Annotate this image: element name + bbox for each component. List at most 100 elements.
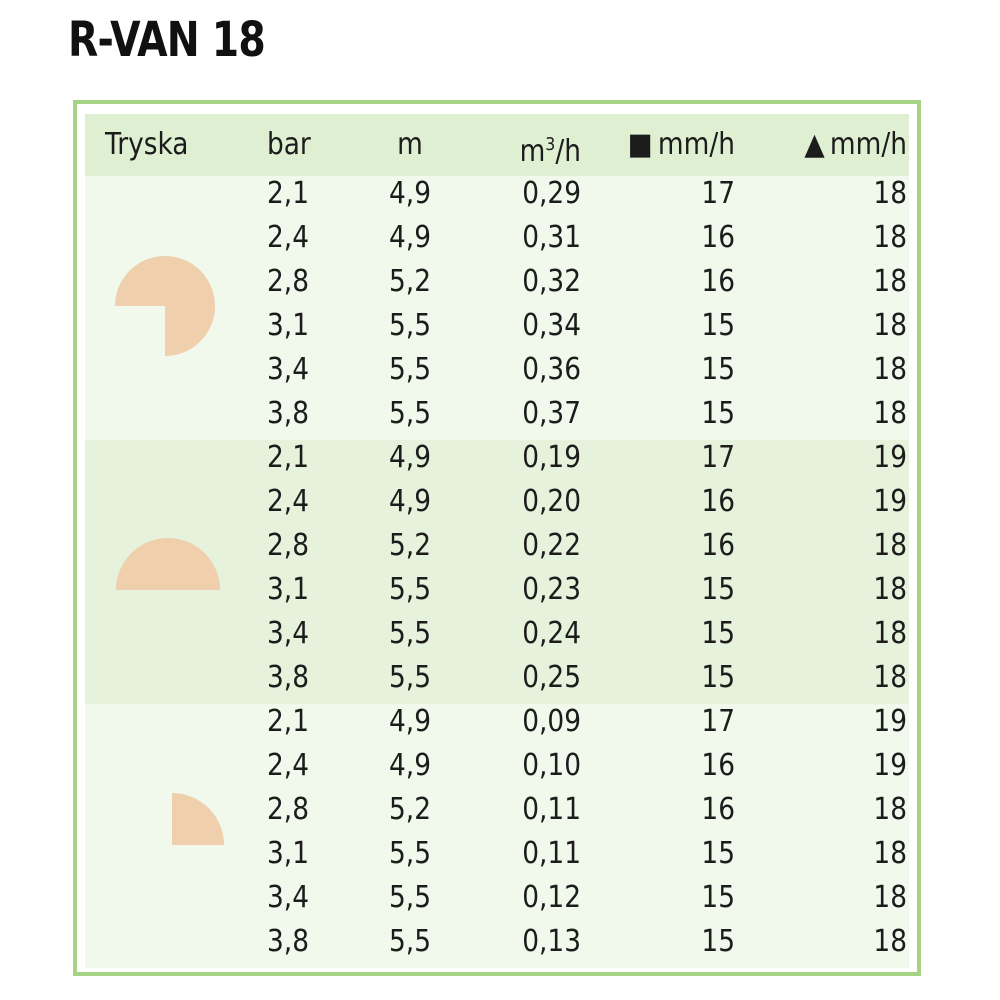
cell-square-precip: 15 <box>701 396 735 431</box>
cell-bar: 3,4 <box>267 352 309 387</box>
cell-radius: 4,9 <box>389 220 431 255</box>
cell-square-precip: 15 <box>701 880 735 915</box>
cell-square-precip: 17 <box>701 704 735 739</box>
cell-flow: 0,29 <box>522 176 581 211</box>
cell-triangle-precip: 18 <box>873 660 907 695</box>
header-flow-tail: /h <box>555 134 581 169</box>
cell-flow: 0,22 <box>522 528 581 563</box>
cell-bar: 2,1 <box>267 176 309 211</box>
cell-triangle-precip: 19 <box>873 484 907 519</box>
cell-bar: 3,1 <box>267 836 309 871</box>
cell-radius: 5,5 <box>389 308 431 343</box>
cell-square-precip: 15 <box>701 352 735 387</box>
cell-triangle-precip: 18 <box>873 176 907 211</box>
half-circle-icon <box>113 536 223 594</box>
header-flow-base: m <box>519 134 546 169</box>
cell-bar: 2,1 <box>267 440 309 475</box>
cell-square-precip: 15 <box>701 572 735 607</box>
cell-triangle-precip: 19 <box>873 748 907 783</box>
header-square-precip: ■ mm/h <box>603 123 735 167</box>
cell-flow: 0,12 <box>522 880 581 915</box>
triangle-icon: ▲ <box>804 127 825 162</box>
cell-bar: 3,8 <box>267 660 309 695</box>
cell-triangle-precip: 18 <box>873 528 907 563</box>
header-square-unit: mm/h <box>657 127 735 162</box>
cell-square-precip: 15 <box>701 308 735 343</box>
three-quarter-circle-icon <box>109 250 221 362</box>
cell-radius: 5,5 <box>389 616 431 651</box>
cell-bar: 3,1 <box>267 308 309 343</box>
header-radius: m <box>397 127 423 162</box>
cell-flow: 0,20 <box>522 484 581 519</box>
cell-bar: 2,8 <box>267 792 309 827</box>
cell-square-precip: 16 <box>701 792 735 827</box>
cell-triangle-precip: 18 <box>873 792 907 827</box>
cell-square-precip: 15 <box>701 660 735 695</box>
cell-triangle-precip: 18 <box>873 616 907 651</box>
cell-flow: 0,31 <box>522 220 581 255</box>
cell-radius: 5,5 <box>389 396 431 431</box>
cell-radius: 4,9 <box>389 484 431 519</box>
cell-flow: 0,19 <box>522 440 581 475</box>
cell-radius: 4,9 <box>389 440 431 475</box>
cell-radius: 5,2 <box>389 792 431 827</box>
cell-bar: 3,8 <box>267 924 309 959</box>
cell-radius: 5,2 <box>389 264 431 299</box>
cell-bar: 2,8 <box>267 264 309 299</box>
cell-triangle-precip: 18 <box>873 880 907 915</box>
cell-triangle-precip: 18 <box>873 264 907 299</box>
page-title: R-VAN 18 <box>68 12 266 68</box>
cell-triangle-precip: 18 <box>873 572 907 607</box>
cell-triangle-precip: 18 <box>873 308 907 343</box>
cell-radius: 5,5 <box>389 880 431 915</box>
cell-square-precip: 15 <box>701 836 735 871</box>
cell-bar: 3,4 <box>267 880 309 915</box>
cell-square-precip: 16 <box>701 264 735 299</box>
header-bar: bar <box>267 127 311 162</box>
cell-radius: 5,2 <box>389 528 431 563</box>
cell-flow: 0,11 <box>522 836 581 871</box>
cell-radius: 5,5 <box>389 924 431 959</box>
cell-radius: 4,9 <box>389 176 431 211</box>
header-triangle-precip: ▲ mm/h <box>764 123 907 167</box>
cell-flow: 0,23 <box>522 572 581 607</box>
cell-bar: 2,1 <box>267 704 309 739</box>
quarter-circle-icon <box>169 790 227 848</box>
cell-radius: 4,9 <box>389 748 431 783</box>
cell-flow: 0,37 <box>522 396 581 431</box>
cell-triangle-precip: 18 <box>873 924 907 959</box>
header-nozzle: Tryska <box>105 127 189 162</box>
table-header: Tryska bar m m3/h ■ mm/h ▲ mm/h <box>85 114 909 176</box>
cell-flow: 0,09 <box>522 704 581 739</box>
cell-bar: 3,4 <box>267 616 309 651</box>
cell-triangle-precip: 18 <box>873 396 907 431</box>
cell-flow: 0,10 <box>522 748 581 783</box>
square-icon: ■ <box>627 127 653 162</box>
cell-radius: 5,5 <box>389 352 431 387</box>
cell-triangle-precip: 18 <box>873 836 907 871</box>
cell-bar: 2,4 <box>267 748 309 783</box>
cell-triangle-precip: 19 <box>873 440 907 475</box>
cell-square-precip: 16 <box>701 748 735 783</box>
cell-square-precip: 17 <box>701 176 735 211</box>
cell-radius: 5,5 <box>389 572 431 607</box>
cell-flow: 0,13 <box>522 924 581 959</box>
nozzle-group-three-quarter: 2,1 4,9 0,29 17 18 2,4 4,9 0,31 16 18 2,8 5,2 0,32 16… <box>85 176 909 440</box>
cell-square-precip: 15 <box>701 924 735 959</box>
cell-square-precip: 16 <box>701 528 735 563</box>
cell-radius: 5,5 <box>389 660 431 695</box>
cell-triangle-precip: 19 <box>873 704 907 739</box>
nozzle-group-half: 2,1 4,9 0,19 17 19 2,4 4,9 0,20 16 19 2,8 5,2 0,22 16… <box>85 440 909 704</box>
cell-radius: 5,5 <box>389 836 431 871</box>
cell-bar: 2,8 <box>267 528 309 563</box>
cell-triangle-precip: 18 <box>873 220 907 255</box>
cell-flow: 0,36 <box>522 352 581 387</box>
cell-radius: 4,9 <box>389 704 431 739</box>
header-flow-sup: 3 <box>545 134 556 155</box>
cell-flow: 0,34 <box>522 308 581 343</box>
cell-bar: 3,1 <box>267 572 309 607</box>
cell-flow: 0,24 <box>522 616 581 651</box>
cell-square-precip: 16 <box>701 220 735 255</box>
cell-square-precip: 15 <box>701 616 735 651</box>
nozzle-group-quarter: 2,1 4,9 0,09 17 19 2,4 4,9 0,10 16 19 2,8 5,2 0,11 16… <box>85 704 909 968</box>
